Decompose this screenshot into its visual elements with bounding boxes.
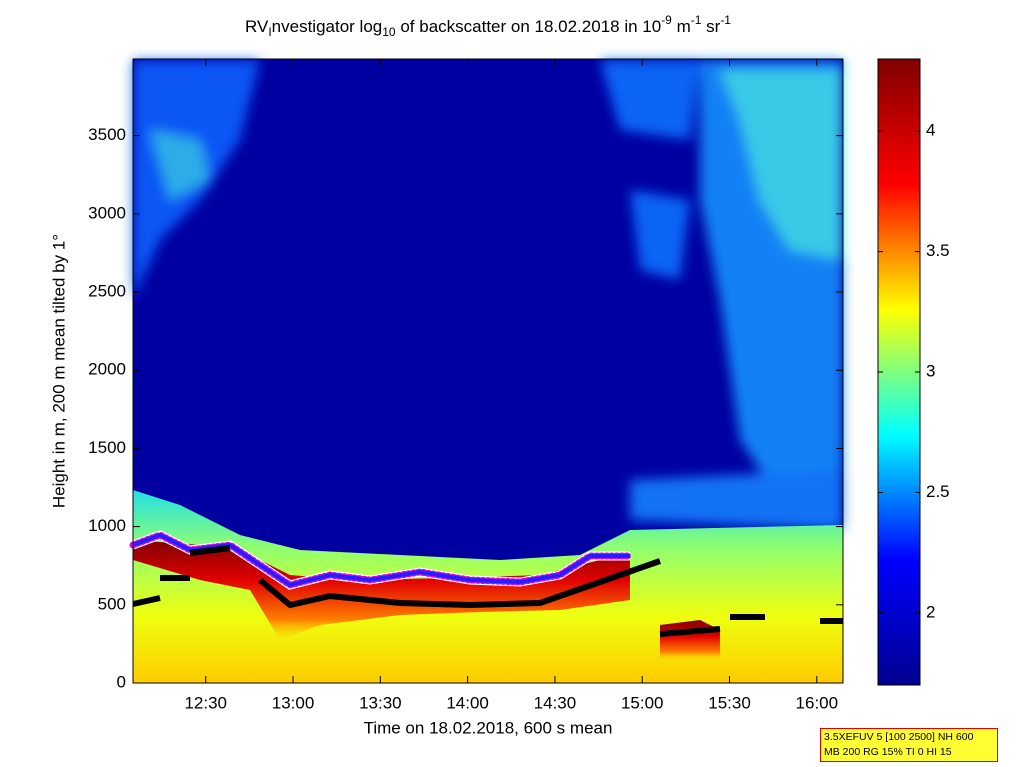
title-part: of backscatter on 18.02.2018 in 10 (396, 17, 662, 36)
chart-title: RVInvestigator log10 of backscatter on 1… (245, 13, 731, 39)
y-tick-label: 0 (117, 672, 126, 691)
x-tick-label: 14:00 (446, 693, 489, 712)
colorbar-tick-label: 2.5 (926, 482, 950, 501)
title-part: -1 (691, 13, 702, 27)
y-tick-label: 2500 (88, 282, 126, 301)
title-part: I (268, 25, 271, 39)
x-tick-label: 14:30 (534, 693, 577, 712)
y-tick-label: 3500 (88, 125, 126, 144)
colorbar-tick-label: 4 (926, 121, 935, 140)
note-line: 3.5XEFUV 5 [100 2500] NH 600 (824, 731, 974, 743)
y-tick-label: 1000 (88, 516, 126, 535)
settings-note: 3.5XEFUV 5 [100 2500] NH 600 MB 200 RG 1… (820, 728, 998, 762)
x-tick-label: 15:30 (708, 693, 751, 712)
y-tick-label: 1500 (88, 438, 126, 457)
title-part: -9 (661, 13, 672, 27)
colorbar-tick-label: 3 (926, 361, 935, 380)
x-axis-label: Time on 18.02.2018, 600 s mean (364, 718, 613, 737)
title-part: m (672, 17, 691, 36)
x-tick-label: 12:30 (184, 693, 227, 712)
y-tick-label: 3000 (88, 203, 126, 222)
title-part: nvestigator log (272, 17, 383, 36)
note-line: MB 200 RG 15% TI 0 HI 15 (824, 746, 952, 758)
colorbar-tick-label: 3.5 (926, 241, 950, 260)
title-part: 10 (382, 25, 396, 39)
x-tick-label: 13:00 (272, 693, 315, 712)
y-tick-label: 500 (98, 594, 126, 613)
title-part: -1 (720, 13, 731, 27)
title-part: RV (245, 17, 269, 36)
y-tick-label: 2000 (88, 360, 126, 379)
colorbar-tick-label: 2 (926, 602, 935, 621)
x-tick-label: 16:00 (796, 693, 839, 712)
title-part: sr (701, 17, 720, 36)
y-axis-label: Height in m, 200 m mean tilted by 1° (49, 234, 68, 508)
colorbar (877, 58, 921, 686)
x-tick-label: 15:00 (621, 693, 664, 712)
plot-frame (132, 58, 844, 684)
x-tick-label: 13:30 (359, 693, 402, 712)
heatmap-field (129, 59, 843, 683)
